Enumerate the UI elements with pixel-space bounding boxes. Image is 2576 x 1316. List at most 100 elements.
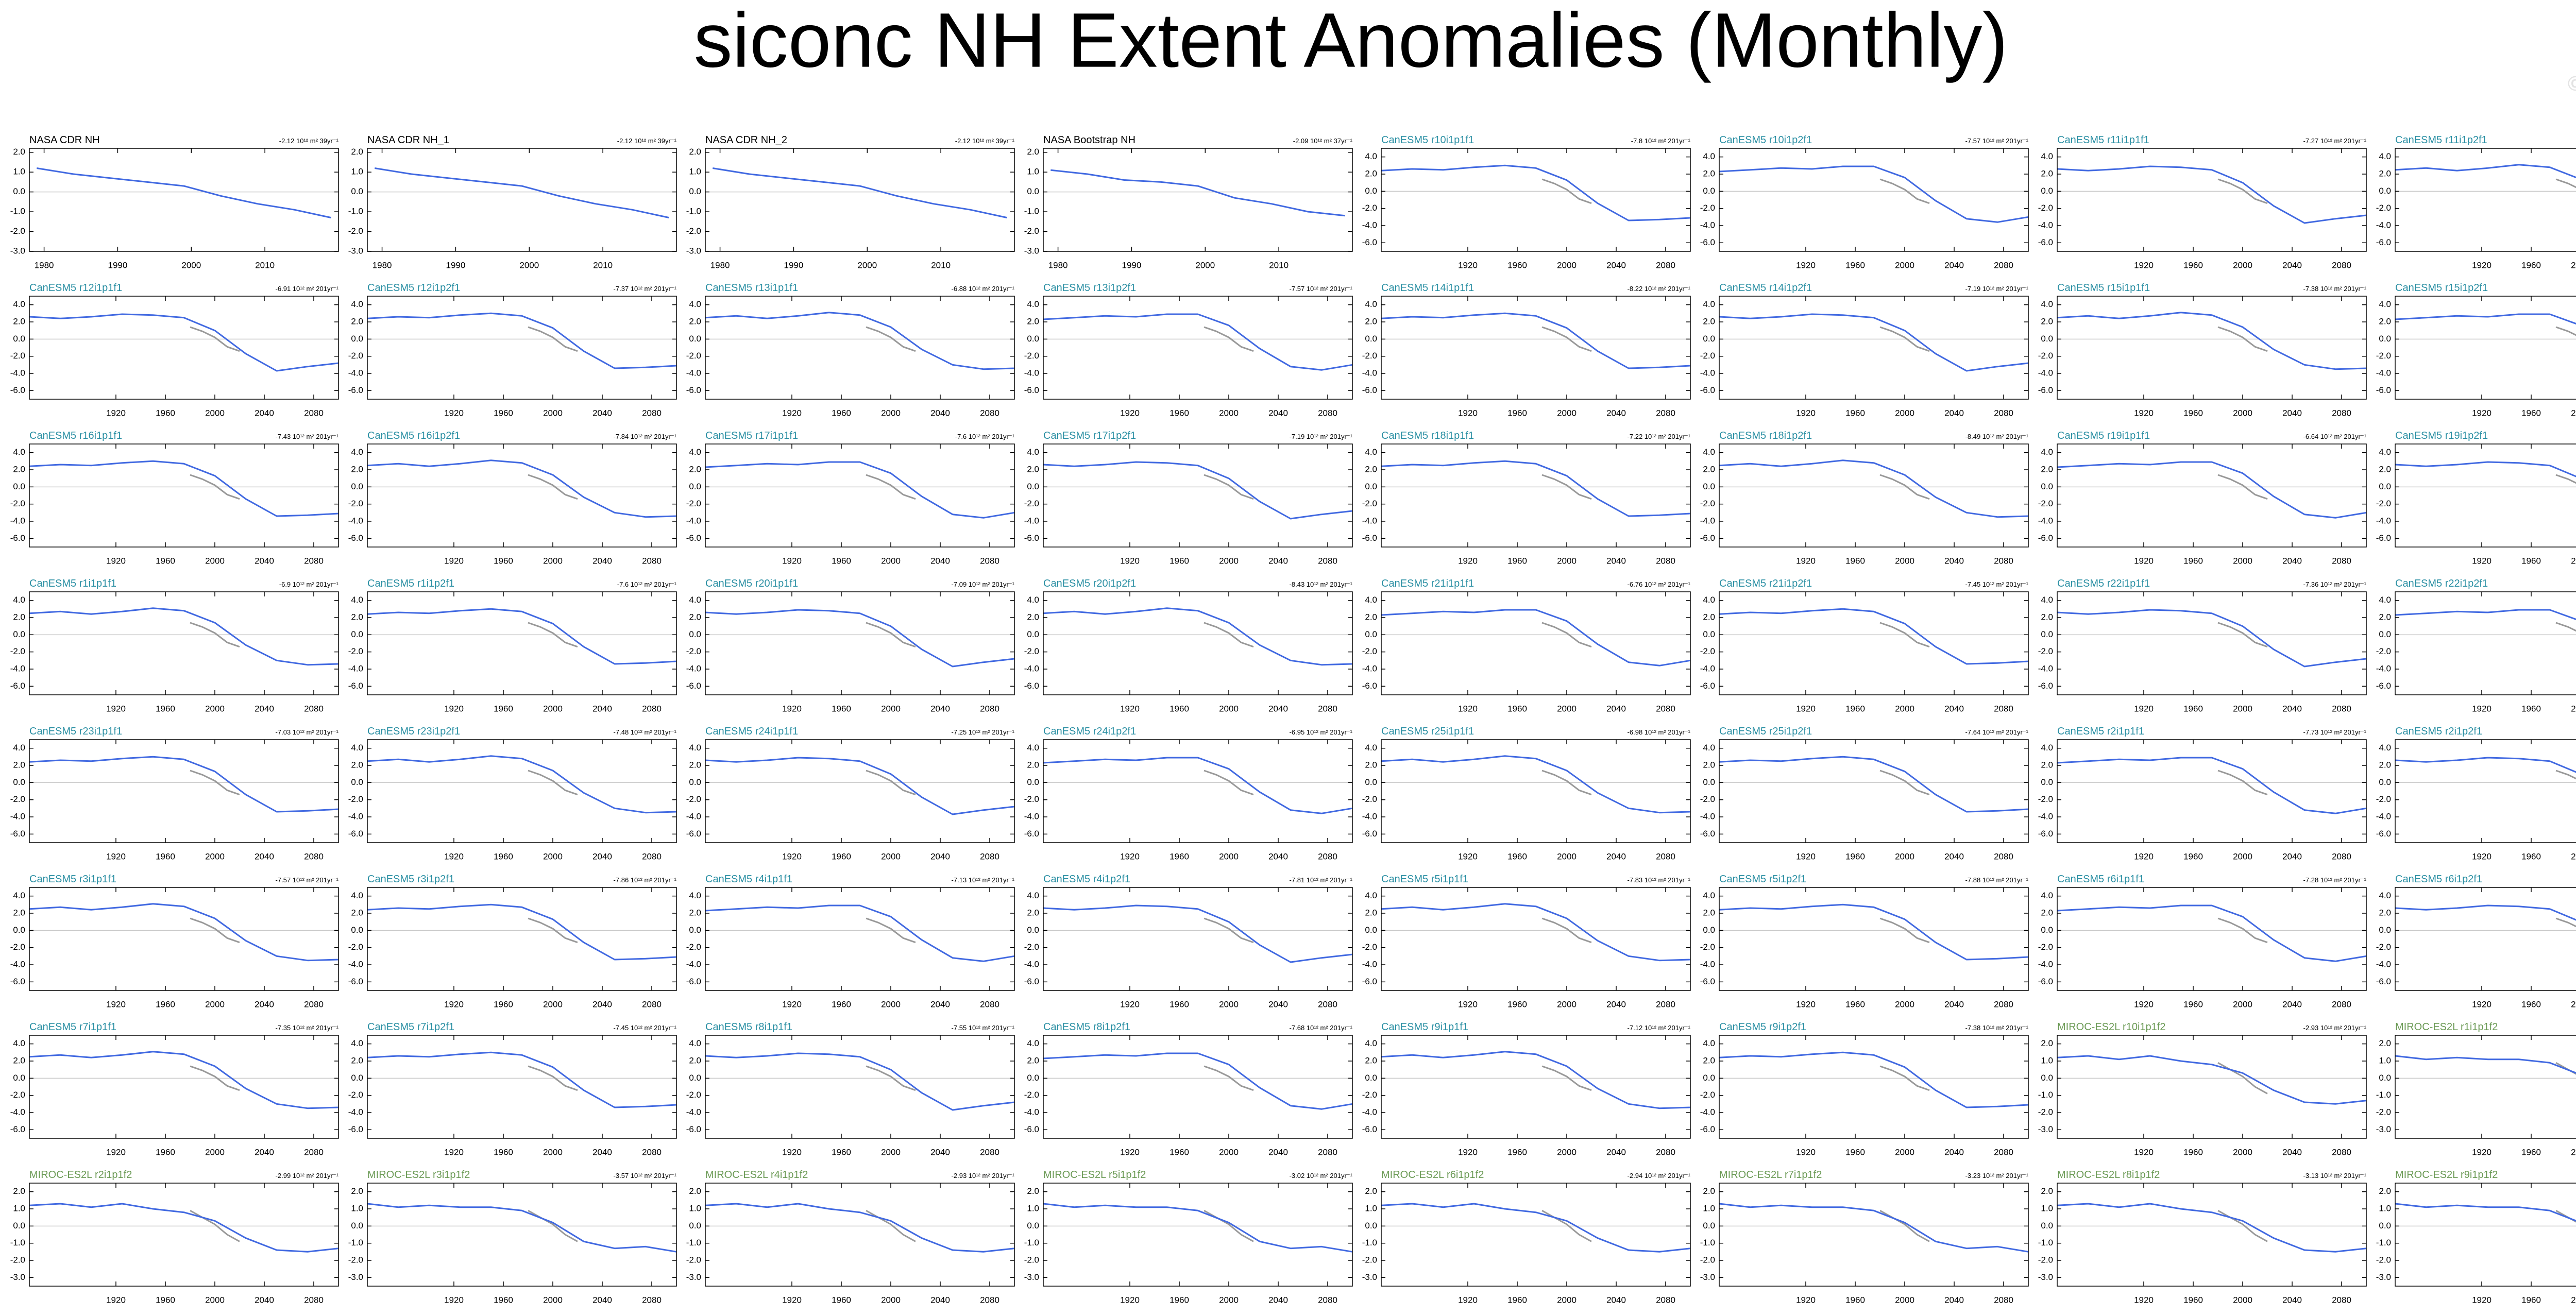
y-tick-label: 0.0 (689, 334, 701, 344)
y-tick-label: 1.0 (1027, 1203, 1039, 1213)
x-tick-label: 1920 (2134, 851, 2154, 861)
x-tick-label: 2040 (930, 704, 950, 713)
y-tick-label: 4.0 (351, 743, 363, 753)
y-tick-label: -6.0 (10, 681, 25, 691)
panel-title: CanESM5 r19i1p1f1 (2057, 430, 2150, 441)
y-tick-label: -4.0 (686, 368, 701, 378)
y-tick-label: 0.0 (351, 1073, 363, 1083)
y-tick-label: 2.0 (13, 1186, 25, 1196)
y-tick-label: 0.0 (2041, 925, 2053, 935)
x-tick-label: 2040 (1606, 1147, 1626, 1157)
y-tick-label: 2.0 (2379, 760, 2391, 770)
x-tick-label: 2040 (1944, 999, 1964, 1009)
y-tick-label: -2.0 (348, 1255, 363, 1264)
panel-title: CanESM5 r25i1p1f1 (1381, 726, 1474, 737)
panel: CanESM5 r24i1p1f1 -7.25 10¹² m² 201yr⁻¹ 4.… (686, 726, 1015, 861)
x-tick-label: 2000 (543, 556, 563, 566)
y-tick-label: 4.0 (13, 891, 25, 900)
y-tick-label: 4.0 (1703, 743, 1715, 753)
x-tick-label: 2000 (1219, 704, 1239, 713)
x-tick-label: 2040 (1606, 851, 1626, 861)
x-tick-label: 2040 (1606, 1295, 1626, 1305)
y-tick-label: -2.0 (2038, 1107, 2053, 1117)
data-line (528, 770, 578, 796)
panel-title: CanESM5 r12i1p1f1 (29, 282, 122, 294)
y-tick-label: -3.0 (2038, 1124, 2053, 1134)
y-tick-label: -6.0 (1024, 533, 1039, 543)
x-tick-label: 2080 (980, 851, 999, 861)
x-tick-label: 2000 (543, 851, 563, 861)
y-tick-label: 1.0 (351, 1203, 363, 1213)
y-tick-label: -4.0 (10, 368, 25, 378)
plot-frame (705, 591, 1015, 695)
panel-title: CanESM5 r15i1p2f1 (2395, 282, 2488, 294)
x-tick-label: 2010 (1269, 260, 1289, 270)
panel-title: CanESM5 r13i1p1f1 (705, 282, 798, 294)
y-tick-label: -4.0 (2038, 959, 2053, 969)
data-line (1879, 326, 1930, 352)
x-tick-label: 2040 (1944, 408, 1964, 418)
y-tick-label: 4.0 (13, 743, 25, 753)
y-tick-label: 1.0 (1703, 1203, 1715, 1213)
plot-frame (1381, 887, 1691, 991)
y-tick-label: 2.0 (1703, 612, 1715, 622)
y-tick-label: 2.0 (2379, 908, 2391, 917)
x-tick-label: 2000 (1895, 1147, 1914, 1157)
y-tick-label: 0.0 (689, 1073, 701, 1083)
x-tick-label: 2000 (181, 260, 201, 270)
y-tick-label: 4.0 (13, 447, 25, 457)
x-tick-label: 1920 (1458, 1147, 1478, 1157)
panel-title: CanESM5 r8i1p2f1 (1043, 1021, 1130, 1033)
panel: CanESM5 r16i1p1f1 -7.43 10¹² m² 201yr⁻¹ 4.… (10, 430, 339, 566)
y-tick-label: 2.0 (1365, 1186, 1377, 1196)
data-line (1381, 1203, 1691, 1253)
y-tick-label: -2.0 (348, 499, 363, 508)
y-tick-label: -6.0 (1024, 385, 1039, 395)
x-tick-label: 2000 (543, 704, 563, 713)
panel-title: CanESM5 r7i1p2f1 (367, 1021, 454, 1033)
x-tick-label: 2040 (1606, 704, 1626, 713)
x-tick-label: 1960 (156, 999, 175, 1009)
y-tick-label: -2.0 (686, 351, 701, 361)
panel-title: CanESM5 r1i1p1f1 (29, 578, 116, 589)
panel-trend: -7.64 10¹² m² 201yr⁻¹ (1965, 728, 2029, 736)
y-tick-label: 2.0 (13, 908, 25, 917)
x-tick-label: 2000 (2571, 851, 2576, 861)
panel-title: CanESM5 r6i1p1f1 (2057, 874, 2144, 885)
x-tick-label: 2040 (1944, 260, 1964, 270)
y-tick-label: -4.0 (1700, 663, 1715, 673)
panel: CanESM5 r16i1p2f1 -7.84 10¹² m² 201yr⁻¹ 4.… (348, 430, 677, 566)
y-tick-label: -2.0 (2038, 794, 2053, 804)
y-tick-label: 2.0 (2379, 612, 2391, 622)
panel-title: CanESM5 r9i1p2f1 (1719, 1021, 1806, 1033)
y-tick-label: 2.0 (1027, 1186, 1039, 1196)
y-tick-label: 2.0 (1703, 168, 1715, 178)
panel: CanESM5 r12i1p1f1 -6.91 10¹² m² 201yr⁻¹ 4.… (10, 282, 339, 418)
panel-title: CanESM5 r17i1p1f1 (705, 430, 798, 441)
x-tick-label: 1960 (2521, 556, 2541, 566)
data-line (1204, 474, 1254, 500)
y-tick-label: -2.0 (1700, 794, 1715, 804)
plot-frame (1043, 1035, 1353, 1139)
data-line (2057, 461, 2367, 519)
data-line (2217, 622, 2268, 648)
x-tick-label: 2040 (592, 1147, 612, 1157)
plot-frame (2057, 1183, 2367, 1287)
x-tick-label: 2000 (205, 1147, 225, 1157)
x-tick-label: 2000 (1219, 556, 1239, 566)
plot-frame (2395, 1183, 2576, 1287)
data-line (528, 326, 578, 352)
x-tick-label: 2080 (304, 1147, 324, 1157)
y-tick-label: 2.0 (2041, 612, 2053, 622)
y-tick-label: -4.0 (1362, 220, 1377, 230)
panel-trend: -7.57 10¹² m² 201yr⁻¹ (276, 876, 339, 884)
x-tick-label: 2040 (1268, 999, 1288, 1009)
y-tick-label: -4.0 (1700, 811, 1715, 821)
x-tick-label: 2080 (1656, 1147, 1675, 1157)
x-tick-label: 2080 (304, 704, 324, 713)
x-tick-label: 1960 (2183, 1295, 2203, 1305)
x-tick-label: 2040 (2282, 851, 2302, 861)
y-tick-label: 1.0 (689, 167, 701, 177)
panel-trend: -6.95 10¹² m² 201yr⁻¹ (1290, 728, 1353, 736)
x-tick-label: 2000 (2571, 1295, 2576, 1305)
